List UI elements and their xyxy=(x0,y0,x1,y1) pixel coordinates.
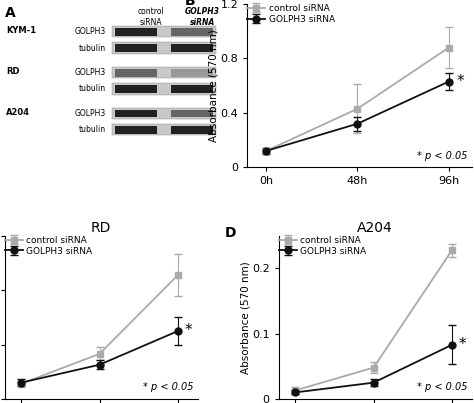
Bar xyxy=(112,124,216,135)
Text: tubulin: tubulin xyxy=(79,44,106,53)
Bar xyxy=(115,85,157,93)
Title: KYM-1: KYM-1 xyxy=(338,0,381,3)
Text: D: D xyxy=(225,226,236,240)
Bar xyxy=(112,67,216,78)
Text: B: B xyxy=(184,0,195,8)
Legend: control siRNA, GOLPH3 siRNA: control siRNA, GOLPH3 siRNA xyxy=(279,236,366,256)
Bar xyxy=(171,44,213,52)
Text: * p < 0.05: * p < 0.05 xyxy=(143,382,194,393)
Bar xyxy=(171,28,213,36)
Text: control
siRNA: control siRNA xyxy=(137,7,164,27)
Title: RD: RD xyxy=(91,220,111,235)
Text: * p < 0.05: * p < 0.05 xyxy=(417,382,468,393)
Text: GOLPH3: GOLPH3 xyxy=(74,109,106,118)
Y-axis label: Absorbance (570 nm): Absorbance (570 nm) xyxy=(240,261,251,374)
Bar xyxy=(112,83,216,95)
Bar xyxy=(171,69,213,77)
Bar xyxy=(115,44,157,52)
Text: GOLPH3: GOLPH3 xyxy=(74,68,106,77)
Bar xyxy=(115,126,157,134)
Text: A204: A204 xyxy=(6,108,30,116)
Text: GOLPH3: GOLPH3 xyxy=(74,27,106,36)
Text: A: A xyxy=(5,6,16,21)
Text: KYM-1: KYM-1 xyxy=(6,26,36,35)
Bar xyxy=(171,126,213,134)
Title: A204: A204 xyxy=(357,220,393,235)
Legend: control siRNA, GOLPH3 siRNA: control siRNA, GOLPH3 siRNA xyxy=(247,4,335,24)
Text: RD: RD xyxy=(6,67,19,76)
Legend: control siRNA, GOLPH3 siRNA: control siRNA, GOLPH3 siRNA xyxy=(5,236,92,256)
Text: tubulin: tubulin xyxy=(79,84,106,93)
Bar xyxy=(115,110,157,117)
Text: * p < 0.05: * p < 0.05 xyxy=(417,151,467,161)
Text: *: * xyxy=(458,337,466,352)
Bar xyxy=(171,85,213,93)
Bar xyxy=(115,28,157,36)
Text: *: * xyxy=(456,74,464,89)
Bar xyxy=(115,69,157,77)
Bar xyxy=(112,108,216,119)
Bar xyxy=(171,110,213,117)
Y-axis label: Absorbance (570 nm): Absorbance (570 nm) xyxy=(209,29,219,142)
Text: GOLPH3
siRNA: GOLPH3 siRNA xyxy=(185,7,220,27)
Bar xyxy=(112,26,216,37)
Text: *: * xyxy=(184,324,192,339)
Bar xyxy=(112,42,216,54)
Text: tubulin: tubulin xyxy=(79,125,106,134)
